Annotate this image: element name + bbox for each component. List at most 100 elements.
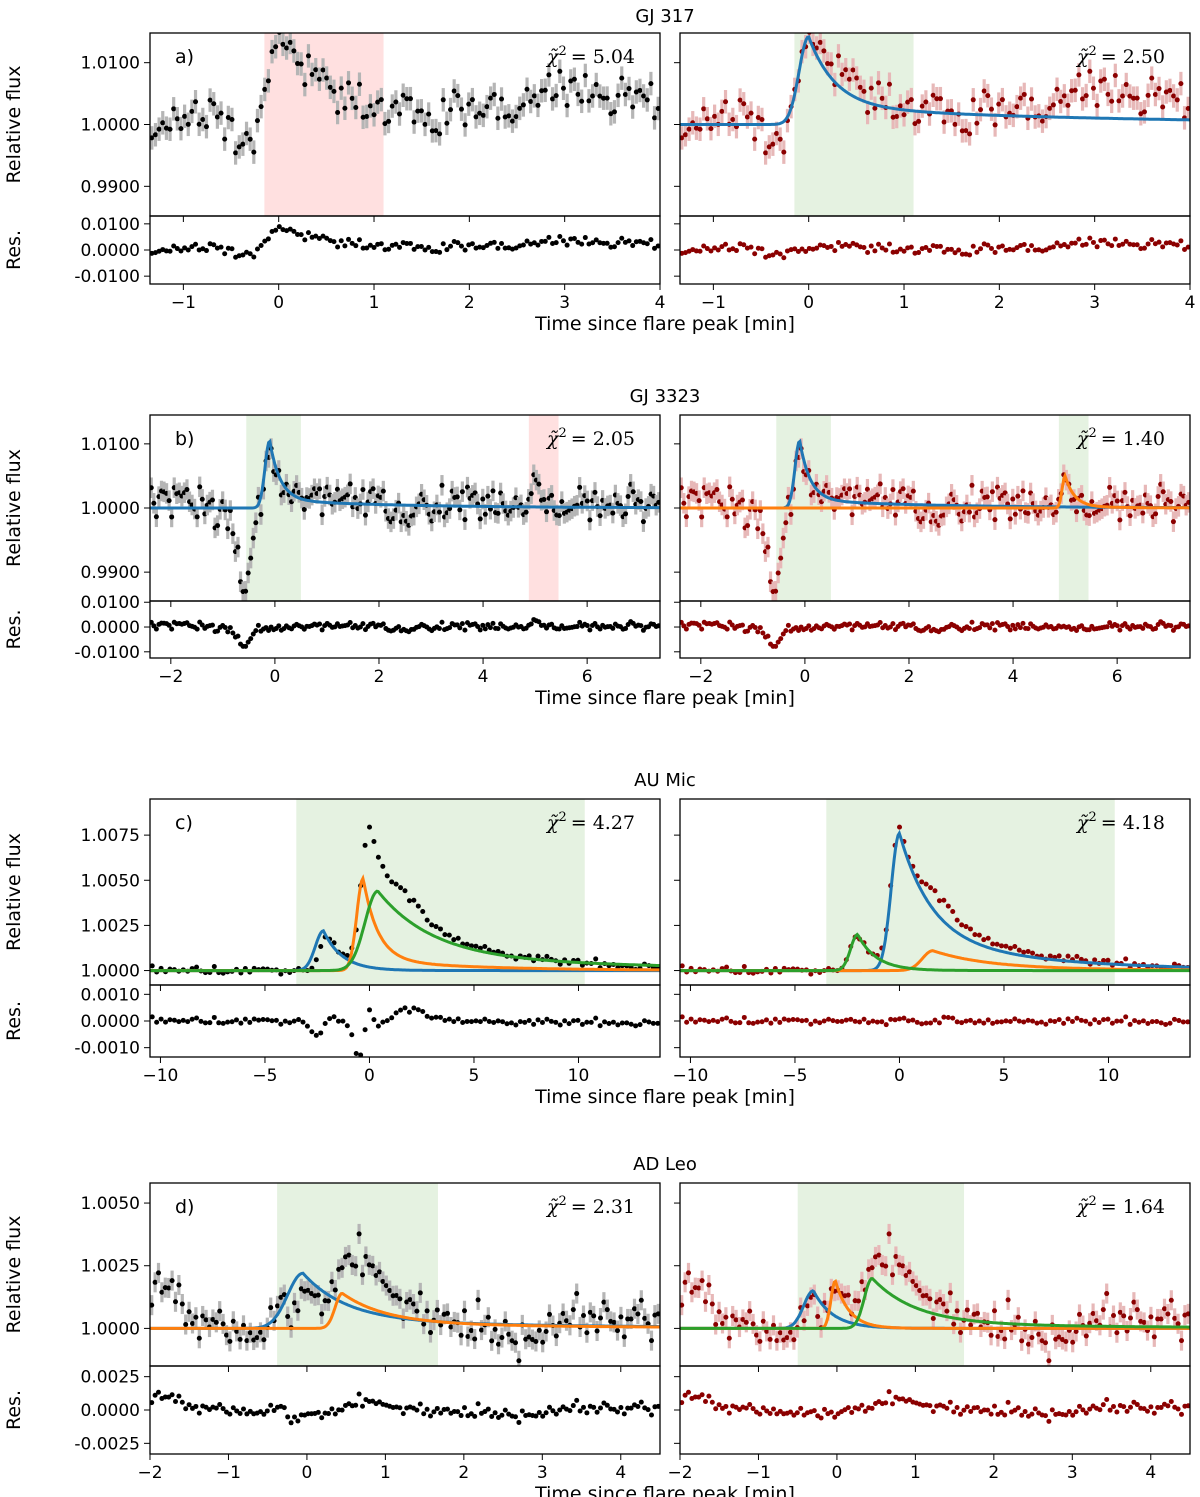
residual-point [857, 1019, 863, 1025]
data-point [801, 1318, 807, 1324]
data-point [402, 888, 408, 894]
residual-point [285, 1414, 291, 1420]
data-point [150, 1302, 155, 1308]
residual-point [428, 1413, 433, 1419]
data-point [999, 97, 1005, 103]
data-point [437, 131, 443, 137]
residual-point [304, 1023, 310, 1029]
data-point [462, 122, 468, 128]
x-tick-label: 5 [999, 1066, 1010, 1086]
residual-point [575, 1017, 581, 1023]
data-point [780, 535, 786, 541]
residual-point [1101, 237, 1107, 243]
data-point [992, 1308, 997, 1314]
residual-point [458, 1413, 464, 1419]
residual-point [732, 1020, 738, 1026]
data-point [429, 922, 435, 928]
y-axis-label: Relative flux [3, 1216, 25, 1334]
residual-point [715, 247, 721, 253]
residual-point [883, 247, 889, 253]
residual-point [447, 625, 453, 631]
data-point [621, 1334, 627, 1340]
x-axis-label: Time since flare peak [min] [534, 313, 795, 335]
x-tick-label: 4 [478, 667, 489, 687]
residual-point [637, 1022, 643, 1028]
data-point [748, 110, 754, 116]
residual-point [633, 239, 639, 245]
residual-point [927, 247, 933, 253]
residual-point [495, 245, 501, 251]
residual-point [999, 243, 1005, 249]
data-point [407, 96, 413, 102]
data-point [394, 1293, 399, 1299]
residual-point [638, 623, 644, 629]
data-point [258, 1329, 263, 1335]
data-point [774, 130, 780, 136]
data-point [213, 1319, 219, 1325]
data-point [331, 88, 337, 94]
residual-point [987, 625, 993, 631]
data-point [968, 1322, 974, 1328]
data-point [564, 103, 570, 109]
residual-point [258, 242, 264, 248]
data-point [747, 1308, 753, 1314]
residual-point [1010, 247, 1016, 253]
data-point [985, 935, 991, 941]
residual-point [848, 1016, 854, 1022]
data-point [250, 535, 256, 541]
residual-point [890, 249, 896, 255]
residual-point [281, 1405, 287, 1411]
residual-point [701, 243, 707, 249]
residual-point [626, 238, 632, 244]
residual-point [798, 1405, 804, 1411]
data-point [220, 1321, 226, 1327]
data-point [1072, 87, 1078, 93]
data-point [995, 1334, 1001, 1340]
residual-point [171, 1017, 177, 1023]
y-tick-label: 1.0075 [81, 826, 140, 846]
residual-point [1114, 1018, 1120, 1024]
data-point [1077, 1311, 1082, 1317]
data-point [215, 523, 221, 529]
data-point [319, 512, 325, 518]
x-tick-label: 4 [1008, 667, 1019, 687]
residual-point [795, 1017, 801, 1023]
data-point [988, 106, 994, 112]
residual-point [400, 1411, 406, 1417]
data-point [951, 1321, 957, 1327]
data-point [924, 1293, 929, 1299]
residual-point [611, 244, 617, 250]
residual-point [229, 1019, 235, 1025]
data-point [173, 1299, 178, 1305]
residual-point [424, 1406, 430, 1412]
data-point [420, 909, 426, 915]
data-point [462, 517, 468, 523]
data-point [969, 482, 975, 488]
residual-point [203, 248, 209, 254]
residual-point [901, 248, 907, 254]
residual-point [431, 1409, 437, 1415]
residual-point [305, 230, 311, 236]
residual-point [539, 1019, 545, 1025]
data-point [1029, 1335, 1035, 1341]
residual-point [1086, 627, 1092, 633]
residual-point [701, 1017, 707, 1023]
x-tick-label: −1 [216, 1463, 241, 1483]
residual-point [458, 243, 464, 249]
data-point [571, 76, 577, 82]
data-point [370, 1263, 376, 1269]
residual-point [1140, 1018, 1146, 1024]
residual-point [879, 245, 885, 251]
residual-point [500, 1019, 506, 1025]
data-point [788, 1329, 793, 1335]
residual-point [928, 1020, 934, 1026]
residual-point [1050, 244, 1056, 250]
residual-point [934, 243, 940, 249]
x-tick-label: −2 [158, 667, 183, 687]
residual-point [905, 1018, 911, 1024]
data-point [905, 99, 911, 105]
data-point [495, 115, 501, 121]
data-point [893, 1253, 899, 1259]
residual-point [771, 1406, 776, 1412]
residual-point [969, 619, 975, 625]
